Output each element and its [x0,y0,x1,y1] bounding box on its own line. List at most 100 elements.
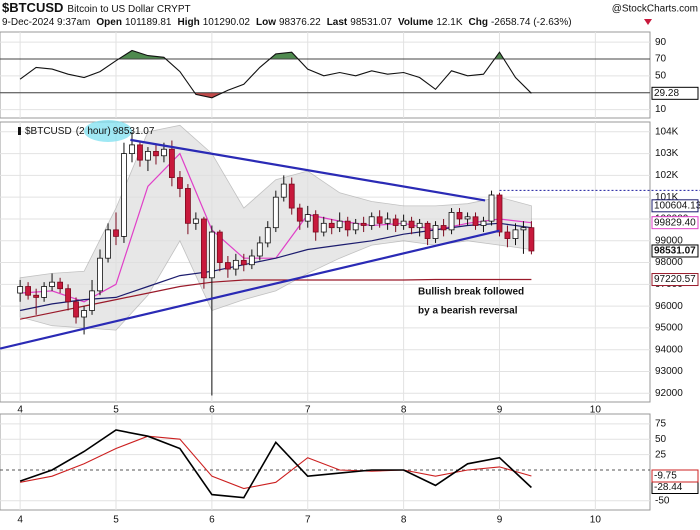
candle-body [280,183,287,198]
y-tick-label: 96000 [655,301,683,312]
y-tick-label: 103K [655,148,679,159]
value-label: 29.28 [654,88,679,99]
candle-body [129,144,135,154]
value-label: 99829.40 [654,217,696,228]
candle-body [488,194,495,222]
candle-body [400,220,407,226]
candle-body [392,218,399,226]
candle-body [344,220,351,231]
legend-period: (2 hour) [76,126,111,137]
value-label-box [651,86,699,100]
value-label-box [651,469,699,483]
down-arrow [644,19,652,25]
value-label: 100604.13 [654,200,700,211]
candle-body [472,216,479,226]
candle-body [65,288,71,303]
x-tick-label: 5 [113,515,119,526]
name: Bitcoin to US Dollar CRYPT [67,4,190,15]
trendline [130,138,486,202]
x-tick-label: 7 [305,405,311,416]
y-tick-label: 93000 [655,366,683,377]
value-label: -9.75 [654,471,677,482]
plot: 45678910104K103K102K101K1000009900098000… [0,31,700,526]
x-tick-label: 10 [590,515,602,526]
candle-body [528,227,535,252]
candle-body [153,151,159,157]
oscillator-line [19,435,532,490]
candle-body [97,257,103,292]
x-tick-label: 6 [209,515,215,526]
candle-body [89,290,95,311]
candle-body [73,301,79,318]
y-tick-label: 104K [655,126,679,137]
stat-label: Open [96,17,122,28]
y-tick-label: 95000 [655,323,683,334]
candle-body [216,231,223,263]
candle-body [480,220,487,226]
candle-body [352,222,359,231]
candle-body [256,242,263,257]
candle-body [113,229,119,237]
stat-label: Chg [469,17,488,28]
y-tick-label: -50 [655,495,670,506]
candle-body [368,216,375,226]
y-tick-label: 50 [655,70,667,81]
value-label: -28.44 [654,482,683,493]
legend-icon [18,127,21,135]
stat-value: -2658.74 (-2.63%) [491,17,572,28]
stat-value: 101189.81 [125,17,172,28]
candle-body [168,148,175,178]
symbol: $BTCUSD [2,0,63,15]
stat-label: Last [327,17,348,28]
candle-body [105,229,111,259]
x-tick-label: 10 [590,405,602,416]
value-label-box [651,199,699,213]
candle-body [376,216,383,224]
candle-body [264,227,271,244]
x-tick-label: 9 [497,515,503,526]
x-tick-label: 6 [209,405,215,416]
value-label-box [651,244,699,258]
candle-body [496,194,503,233]
stat-label: High [177,17,199,28]
panel-frame [0,413,651,511]
candle-body [57,281,64,290]
candle-body [121,153,127,237]
x-tick-label: 9 [497,405,503,416]
candle-body [41,286,48,298]
highlight [84,120,132,142]
x-tick-label: 8 [401,405,407,416]
candle-body [224,262,231,270]
panel-frame [0,121,651,403]
value-label: 98531.07 [654,246,696,257]
x-tick-label: 5 [113,405,119,416]
stat-value: 12.1K [436,17,462,28]
rsi-line [19,49,532,99]
overlay-line [19,278,532,320]
candle-body [312,214,319,233]
panel-frame [0,31,651,119]
candle-body [304,214,311,222]
candle-body [25,286,31,296]
candle-body [520,227,527,231]
header-line: $BTCUSD Bitcoin to US Dollar CRYPT [2,0,191,15]
stat-value: 98376.22 [279,17,321,28]
candle-body [328,222,335,229]
candle-body [440,225,447,231]
trendline [0,229,500,350]
y-tick-label: 90 [655,37,667,48]
y-tick-label: 25 [655,449,667,460]
candle-body [201,218,207,279]
value-label-box [651,216,699,230]
candle-body [81,310,87,318]
candle-body [416,222,423,229]
candle-body [448,212,455,231]
candle-body [384,218,391,224]
candle-body [432,225,439,239]
candle-body [320,222,327,233]
x-tick-label: 4 [17,515,23,526]
stat-label: Volume [398,17,434,28]
stat-label: Low [256,17,276,28]
candle-body [464,216,471,220]
oscillator-line [19,429,532,499]
